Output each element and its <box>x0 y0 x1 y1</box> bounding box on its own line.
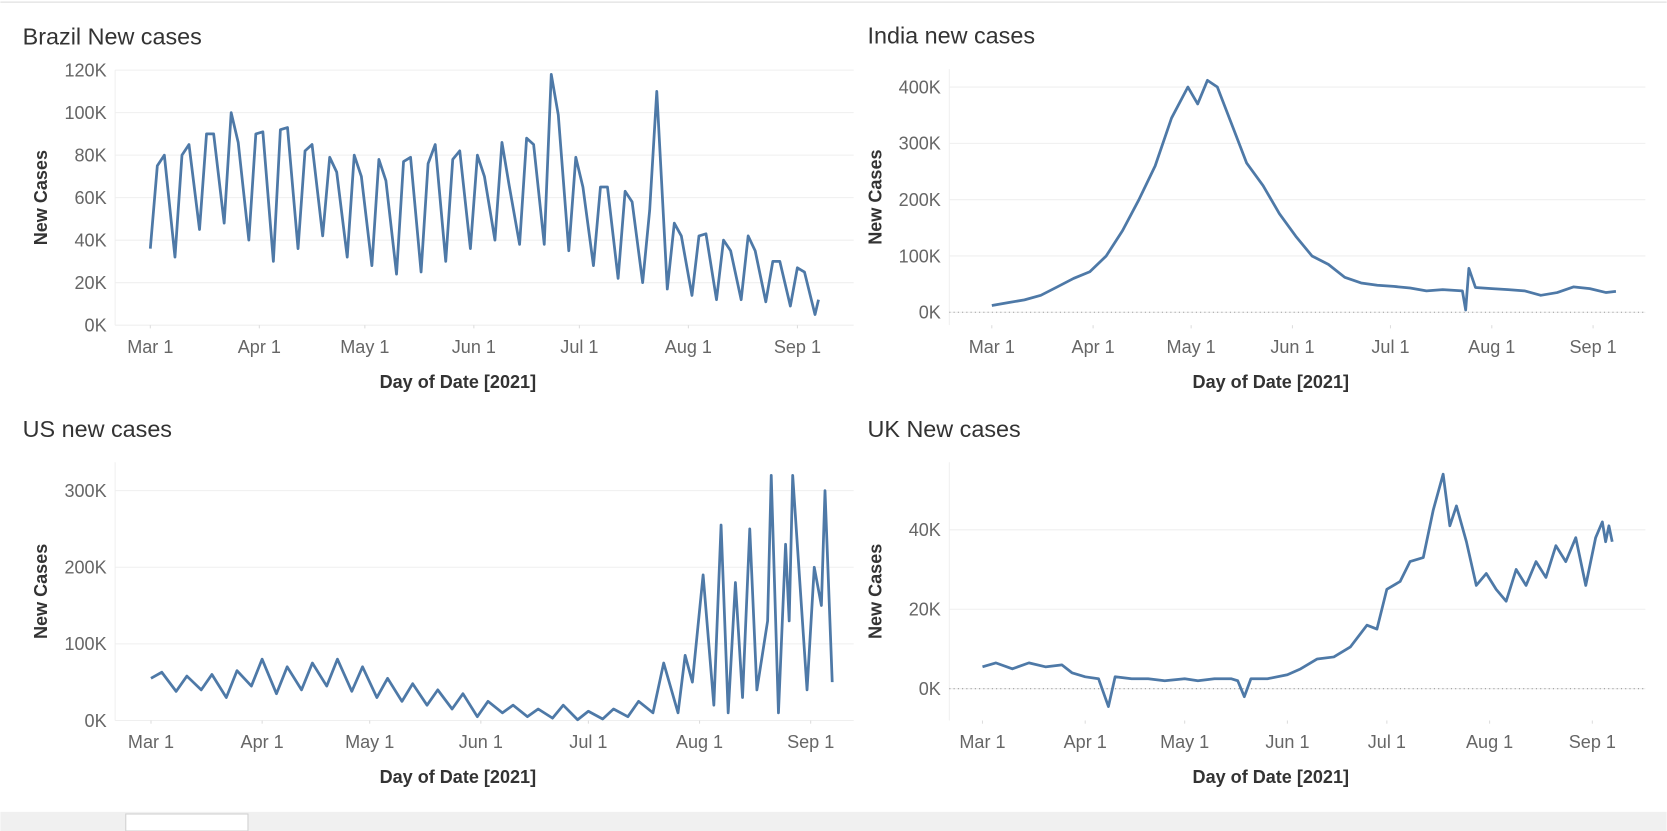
y-tick-label: 60K <box>75 188 107 208</box>
y-tick-label: 80K <box>75 146 107 166</box>
x-tick-label: Mar 1 <box>128 732 174 752</box>
x-tick-label: Jun 1 <box>1270 337 1314 357</box>
y-tick-label: 0K <box>919 679 941 699</box>
x-tick-label: Sep 1 <box>774 337 821 357</box>
x-tick-label: Apr 1 <box>241 732 284 752</box>
y-tick-label: 0K <box>85 711 107 731</box>
y-tick-label: 300K <box>64 481 106 501</box>
y-tick-label: 40K <box>75 231 107 251</box>
y-tick-label: 20K <box>75 273 107 293</box>
chart-title: UK New cases <box>868 416 1021 442</box>
x-tick-label: Aug 1 <box>676 732 723 752</box>
y-axis-label: New Cases <box>865 149 885 244</box>
x-tick-label: May 1 <box>345 732 394 752</box>
line <box>148 73 820 316</box>
x-tick-label: Apr 1 <box>1072 337 1115 357</box>
x-tick-label: Aug 1 <box>1468 337 1515 357</box>
line <box>150 473 834 722</box>
x-tick-label: Apr 1 <box>238 337 281 357</box>
y-tick-label: 20K <box>909 600 941 620</box>
x-tick-label: Jun 1 <box>1265 732 1309 752</box>
chart-title: US new cases <box>23 416 172 442</box>
y-tick-label: 0K <box>85 316 107 336</box>
x-axis-label: Day of Date [2021] <box>380 767 536 787</box>
chart-title: India new cases <box>868 23 1036 49</box>
y-tick-label: 100K <box>899 246 941 266</box>
x-tick-label: Sep 1 <box>1569 732 1616 752</box>
x-tick-label: Sep 1 <box>1570 337 1617 357</box>
tab-strip <box>0 811 1667 831</box>
x-tick-label: Jul 1 <box>1368 732 1406 752</box>
x-tick-label: May 1 <box>1167 337 1216 357</box>
y-axis-label: New Cases <box>31 150 51 245</box>
x-tick-label: Jul 1 <box>1371 337 1409 357</box>
y-tick-label: 200K <box>64 558 106 578</box>
x-tick-label: Mar 1 <box>127 337 173 357</box>
x-tick-label: May 1 <box>340 337 389 357</box>
y-tick-label: 100K <box>64 103 106 123</box>
chart-title: Brazil New cases <box>23 24 202 50</box>
x-axis-label: Day of Date [2021] <box>1193 372 1349 392</box>
x-tick-label: Jul 1 <box>569 732 607 752</box>
x-tick-label: Aug 1 <box>665 337 712 357</box>
x-tick-label: May 1 <box>1160 732 1209 752</box>
x-tick-label: Jun 1 <box>452 337 496 357</box>
sheet-tab[interactable] <box>125 813 249 831</box>
x-tick-label: Sep 1 <box>787 732 834 752</box>
y-tick-label: 40K <box>909 520 941 540</box>
x-tick-label: Aug 1 <box>1466 732 1513 752</box>
y-tick-label: 0K <box>919 303 941 323</box>
x-tick-label: Mar 1 <box>969 337 1015 357</box>
y-tick-label: 100K <box>64 634 106 654</box>
line <box>982 472 1614 708</box>
line <box>991 78 1617 312</box>
x-tick-label: Apr 1 <box>1064 732 1107 752</box>
x-tick-label: Mar 1 <box>959 732 1005 752</box>
y-tick-label: 200K <box>899 190 941 210</box>
y-tick-label: 300K <box>899 134 941 154</box>
x-tick-label: Jun 1 <box>459 732 503 752</box>
x-tick-label: Jul 1 <box>560 337 598 357</box>
y-axis-label: New Cases <box>31 544 51 639</box>
x-axis-label: Day of Date [2021] <box>1193 767 1349 787</box>
y-tick-label: 400K <box>899 77 941 97</box>
x-axis-label: Day of Date [2021] <box>380 372 536 392</box>
y-tick-label: 120K <box>64 61 106 81</box>
y-axis-label: New Cases <box>865 544 885 639</box>
